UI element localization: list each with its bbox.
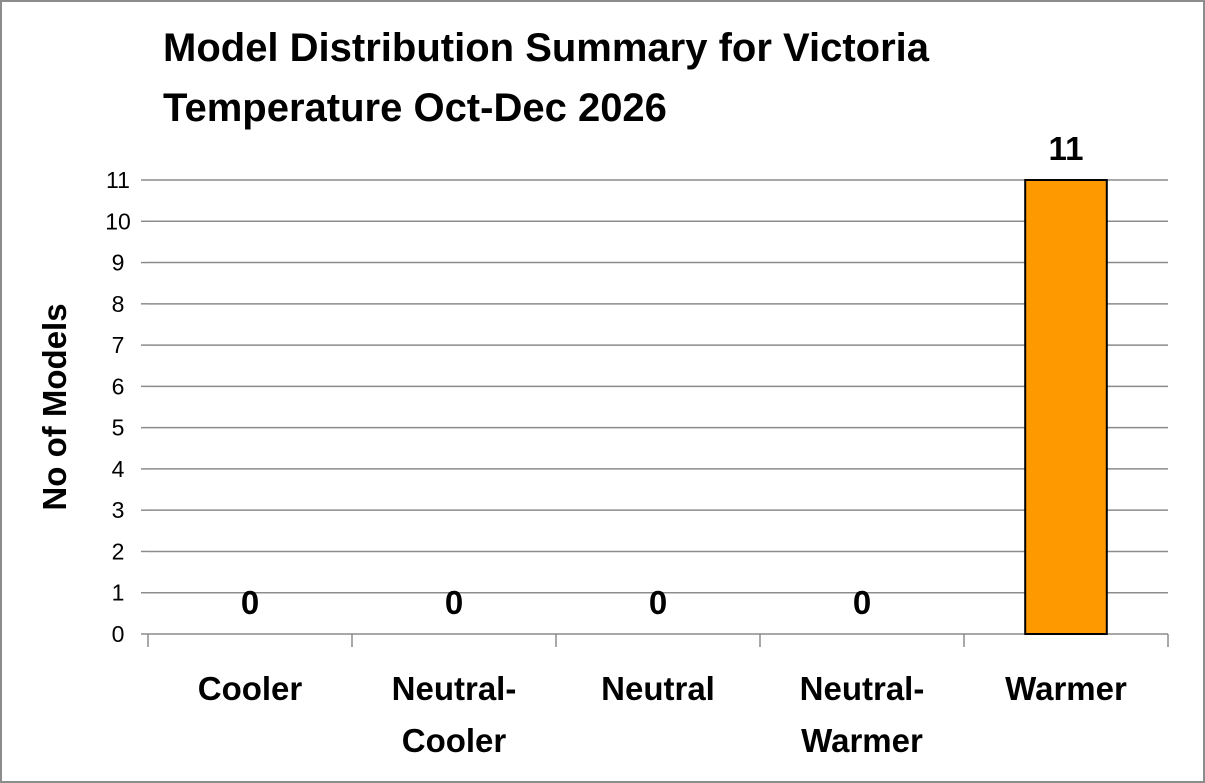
y-axis-label: No of Models <box>36 303 73 510</box>
y-tick-label: 0 <box>112 621 125 647</box>
chart-title-line-1: Model Distribution Summary for Victoria <box>163 26 930 70</box>
chart-title-line-2: Temperature Oct-Dec 2026 <box>163 86 667 130</box>
bars <box>1024 179 1108 635</box>
x-tick-label: Warmer <box>801 722 923 759</box>
x-tick-labels: Cooler Neutral- Cooler Neutral Neutral- Warme… <box>198 670 1127 759</box>
y-tick-label: 5 <box>112 415 125 441</box>
y-tick-label: 8 <box>112 291 125 317</box>
x-tick-label: Warmer <box>1005 670 1127 707</box>
x-tick-label: Neutral <box>601 670 715 707</box>
data-label: 0 <box>241 584 259 621</box>
x-tick-label: Cooler <box>198 670 303 707</box>
y-tick-label: 2 <box>112 538 125 564</box>
bar <box>1024 179 1108 635</box>
data-labels: 0 0 0 0 11 <box>241 130 1084 621</box>
y-tick-labels: 0 1 2 3 4 5 6 7 8 9 10 11 <box>105 167 131 647</box>
x-tick-label: Cooler <box>402 722 507 759</box>
y-tick-label: 11 <box>106 167 130 193</box>
y-tick-label: 7 <box>112 332 125 358</box>
y-tick-label: 3 <box>112 497 125 523</box>
y-tick-label: 9 <box>112 250 125 276</box>
x-tick-label: Neutral- <box>392 670 517 707</box>
y-tick-label: 10 <box>105 208 131 234</box>
axes <box>141 179 1169 647</box>
y-tick-label: 4 <box>112 456 125 482</box>
gridlines <box>148 179 1168 594</box>
y-tick-label: 6 <box>112 373 125 399</box>
data-label: 0 <box>649 584 667 621</box>
chart-title: Model Distribution Summary for Victoria … <box>163 18 929 138</box>
x-tick-label: Neutral- <box>800 670 925 707</box>
y-tick-label: 1 <box>112 580 125 606</box>
data-label: 11 <box>1049 130 1084 167</box>
data-label: 0 <box>853 584 871 621</box>
data-label: 0 <box>445 584 463 621</box>
